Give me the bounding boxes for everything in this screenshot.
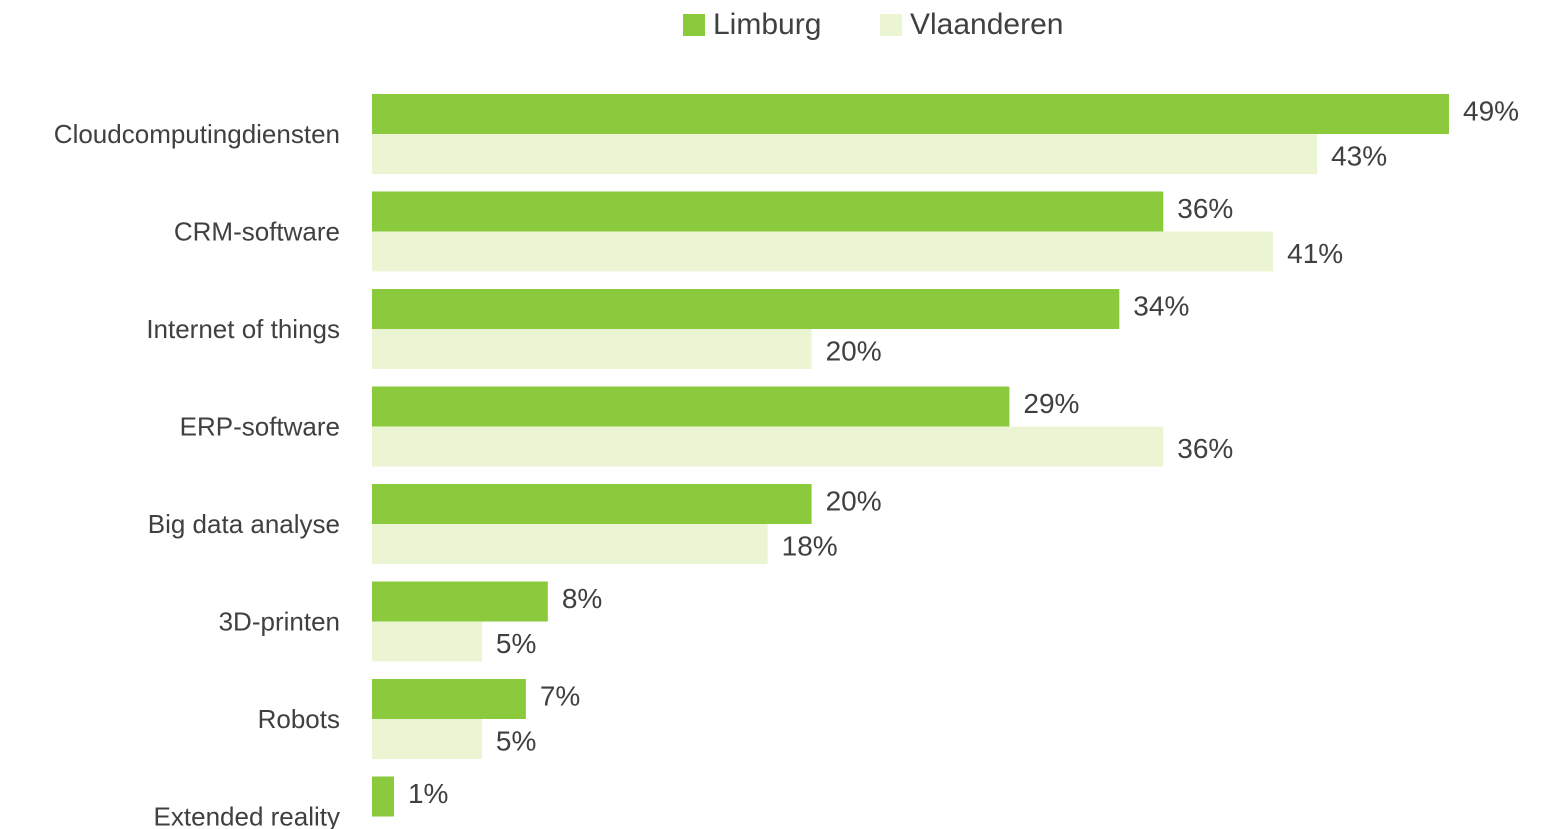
bar <box>372 289 1120 329</box>
category-label: ERP-software <box>180 411 340 441</box>
data-label: 36% <box>1177 433 1233 464</box>
legend-label: Limburg <box>713 8 821 41</box>
category-label: Extended reality <box>154 801 340 829</box>
bar <box>372 134 1318 174</box>
legend-label: Vlaanderen <box>910 8 1063 41</box>
bar <box>372 621 482 662</box>
data-label: 49% <box>1463 95 1519 126</box>
bar <box>372 484 812 524</box>
data-label: 34% <box>1133 290 1189 321</box>
legend-swatch <box>880 14 902 36</box>
bar <box>372 329 812 369</box>
data-label: 20% <box>826 335 882 366</box>
bar <box>372 679 526 719</box>
data-label: 1% <box>408 778 448 809</box>
category-label: 3D-printen <box>219 606 340 636</box>
legend-swatch <box>683 14 705 36</box>
data-label: 5% <box>496 725 536 756</box>
bar <box>372 524 768 564</box>
bar <box>372 426 1164 467</box>
data-label: 29% <box>1023 388 1079 419</box>
data-label: 5% <box>496 628 536 659</box>
category-label: Internet of things <box>146 314 340 344</box>
data-label: 18% <box>782 530 838 561</box>
bar <box>372 94 1449 134</box>
bar <box>372 386 1010 427</box>
data-label: 8% <box>562 583 602 614</box>
category-label: Cloudcomputingdiensten <box>54 119 340 149</box>
data-label: 43% <box>1331 140 1387 171</box>
data-label: 41% <box>1287 238 1343 269</box>
data-label: 36% <box>1177 193 1233 224</box>
category-label: Big data analyse <box>148 509 340 539</box>
bar <box>372 719 482 759</box>
data-label: 7% <box>540 680 580 711</box>
bar <box>372 231 1274 272</box>
category-label: CRM-software <box>174 216 340 246</box>
bar <box>372 191 1164 232</box>
bar <box>372 776 394 817</box>
bar <box>372 581 548 622</box>
category-label: Robots <box>258 704 340 734</box>
data-label: 20% <box>826 485 882 516</box>
